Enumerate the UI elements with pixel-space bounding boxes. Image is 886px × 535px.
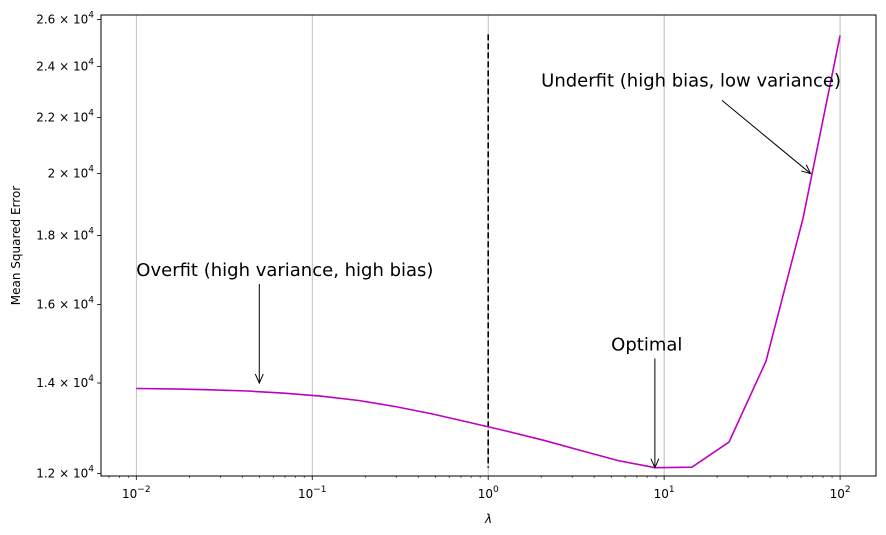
chart-marks [136,34,841,469]
annotation-arrowhead [800,164,812,175]
series-line [136,35,841,469]
annotation-text: Optimal [611,334,682,355]
y-tick-label: 1.4 × 104 [36,374,94,390]
annotation-text: Underfit (high bias, low variance) [541,70,841,91]
x-ticks: 10−2 10−1 100 101 102 [108,476,851,501]
x-tick-label: 100 [478,485,499,501]
annotation-arrowhead [254,373,264,385]
annotation-arrow [721,100,811,174]
y-tick-label: 1.8 × 104 [36,226,94,242]
y-tick-label: 2.4 × 104 [36,58,94,74]
y-axis-label: Mean Squared Error [9,186,23,306]
y-tick-label: 1.6 × 104 [36,296,94,312]
x-tick-label: 10−2 [122,485,151,501]
x-tick-label: 101 [654,485,675,501]
annotation-arrowhead [650,458,660,469]
annotations: Overfit (high variance, high bias) Optima… [136,70,841,469]
x-axis-label: λ [484,512,492,526]
y-tick-label: 2.2 × 104 [36,109,94,125]
x-tick-label: 102 [830,485,851,501]
x-tick-label: 10−1 [298,485,327,501]
y-tick-label: 2.6 × 104 [36,10,94,26]
y-tick-label: 2 × 104 [48,165,95,181]
annotation-text: Overfit (high variance, high bias) [136,260,433,281]
y-ticks: 1.2 × 104 1.4 × 104 1.6 × 104 1.8 × 104 2 × … [36,10,101,481]
y-tick-label: 1.2 × 104 [36,465,94,481]
